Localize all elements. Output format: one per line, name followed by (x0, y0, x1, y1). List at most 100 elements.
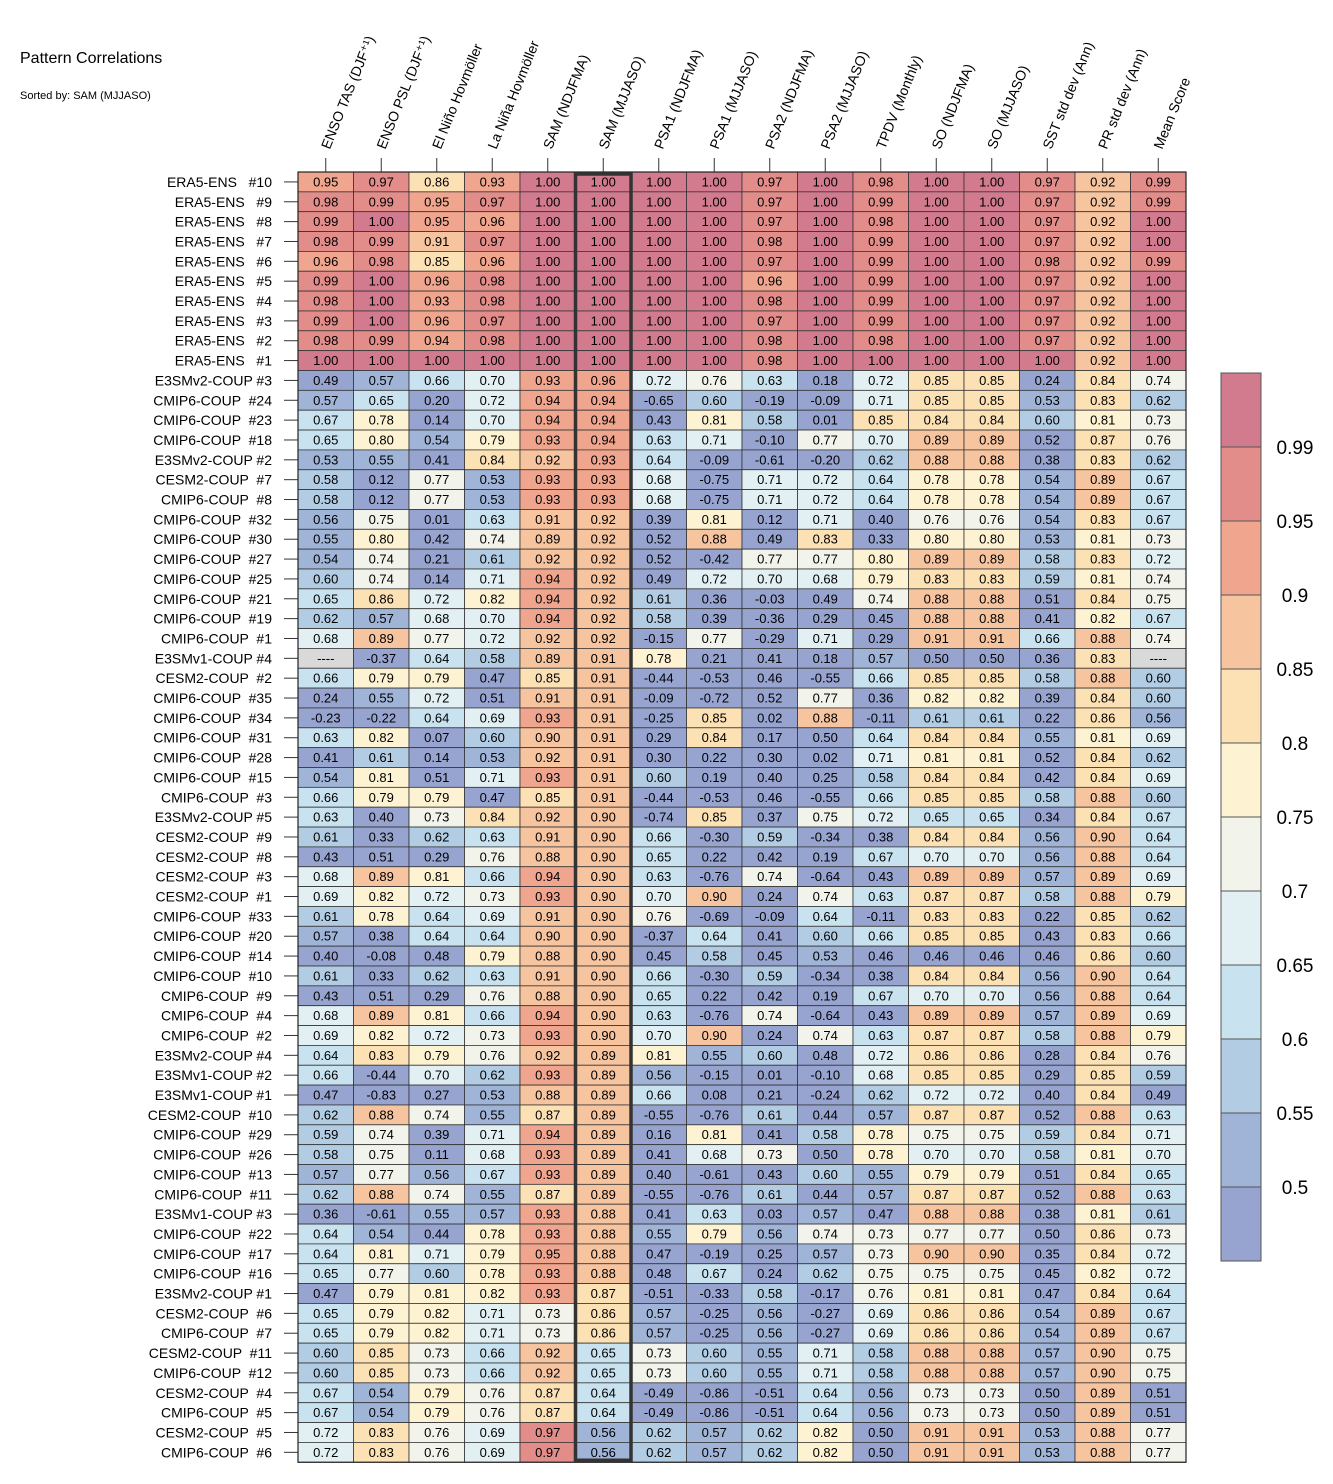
cell-value: 0.94 (535, 869, 560, 884)
cell-value: 0.64 (1146, 829, 1171, 844)
cell-value: 0.56 (757, 1226, 782, 1241)
cell-value: 0.87 (924, 1107, 949, 1122)
cell-value: 0.22 (1035, 710, 1060, 725)
cell-value: -0.49 (644, 1385, 674, 1400)
cell-value: 0.86 (424, 174, 449, 189)
cell-value: 0.92 (591, 571, 616, 586)
cell-value: 1.00 (369, 214, 394, 229)
cell-value: 0.84 (924, 413, 949, 428)
cell-value: -0.44 (644, 790, 674, 805)
cell-value: 0.88 (702, 532, 727, 547)
cell-value: 0.97 (480, 234, 505, 249)
cell-value: 0.72 (702, 571, 727, 586)
cell-value: 0.69 (868, 1326, 893, 1341)
cell-value: 1.00 (1146, 294, 1171, 309)
cell-value: 0.89 (1090, 1008, 1115, 1023)
cell-value: 0.50 (1035, 1405, 1060, 1420)
cell-value: 0.58 (1035, 889, 1060, 904)
cell-value: 0.67 (313, 1405, 338, 1420)
cell-value: 0.89 (924, 1008, 949, 1023)
cell-value: -0.37 (644, 929, 674, 944)
cell-value: 0.70 (646, 889, 671, 904)
cell-value: -0.42 (699, 552, 729, 567)
cell-value: 0.43 (868, 869, 893, 884)
cell-value: 0.88 (535, 1088, 560, 1103)
cell-value: 0.93 (591, 472, 616, 487)
cell-value: 0.61 (924, 710, 949, 725)
cell-value: 0.79 (480, 949, 505, 964)
cell-value: 0.43 (313, 988, 338, 1003)
cell-value: 0.91 (591, 770, 616, 785)
row-label: E3SMv2-COUP #3 (155, 372, 272, 388)
cell-value: -0.30 (699, 829, 729, 844)
cell-value: 1.00 (1035, 353, 1060, 368)
cell-value: 0.62 (646, 1445, 671, 1460)
cell-value: 0.68 (480, 1147, 505, 1162)
cell-value: -0.19 (699, 1246, 729, 1261)
cell-value: 0.90 (591, 810, 616, 825)
cell-value: 0.63 (868, 1028, 893, 1043)
cell-value: 1.00 (535, 313, 560, 328)
cell-value: 0.98 (313, 333, 338, 348)
cell-value: 0.81 (1090, 1207, 1115, 1222)
cell-value: 1.00 (1146, 274, 1171, 289)
cell-value: 1.00 (979, 294, 1004, 309)
cell-value: 0.45 (868, 611, 893, 626)
cell-value: -0.09 (699, 452, 729, 467)
cell-value: 0.76 (424, 1425, 449, 1440)
row-label: ERA5-ENS #8 (175, 214, 272, 230)
cell-value: 0.62 (868, 452, 893, 467)
cell-value: 0.33 (868, 532, 893, 547)
cell-value: 0.66 (646, 968, 671, 983)
cell-value: 0.55 (702, 1048, 727, 1063)
cell-value: 0.75 (979, 1266, 1004, 1281)
cell-value: 0.33 (369, 968, 394, 983)
cell-value: 0.89 (1090, 1326, 1115, 1341)
cell-value: 0.77 (1146, 1445, 1171, 1460)
cell-value: 0.99 (868, 234, 893, 249)
cell-value: 0.65 (369, 393, 394, 408)
cell-value: 0.29 (646, 730, 671, 745)
cell-value: 0.84 (1090, 1286, 1115, 1301)
cell-value: 0.92 (1090, 274, 1115, 289)
cell-value: 0.66 (313, 790, 338, 805)
cell-value: 1.00 (979, 333, 1004, 348)
cell-value: 0.91 (979, 631, 1004, 646)
cell-value: 0.60 (1146, 790, 1171, 805)
cell-value: -0.11 (866, 710, 895, 725)
cell-value: 0.63 (702, 1207, 727, 1222)
cell-value: 0.93 (535, 492, 560, 507)
cell-value: 0.49 (1146, 1088, 1171, 1103)
cell-value: 0.88 (924, 591, 949, 606)
cell-value: 0.69 (480, 710, 505, 725)
cell-value: 0.77 (369, 1167, 394, 1182)
cell-value: 0.29 (424, 849, 449, 864)
cell-value: 0.85 (369, 1365, 394, 1380)
cell-value: 1.00 (591, 174, 616, 189)
cell-value: 0.55 (646, 1226, 671, 1241)
cell-value: 0.88 (1090, 631, 1115, 646)
cell-value: 0.35 (1035, 1246, 1060, 1261)
colorbar-tick-label: 0.6 (1282, 1030, 1308, 1051)
cell-value: 0.89 (924, 432, 949, 447)
cell-value: 0.82 (1090, 611, 1115, 626)
row-label: E3SMv1-COUP #2 (155, 1067, 272, 1083)
cell-value: 0.03 (757, 1207, 782, 1222)
cell-value: 0.72 (313, 1425, 338, 1440)
cell-value: 0.90 (979, 1246, 1004, 1261)
cell-value: 0.50 (813, 1147, 838, 1162)
cell-value: 1.00 (646, 274, 671, 289)
cell-value: 0.90 (591, 1028, 616, 1043)
cell-value: 0.65 (313, 1306, 338, 1321)
cell-value: 0.57 (1035, 1365, 1060, 1380)
row-label: CMIP6-COUP #14 (153, 948, 272, 964)
cell-value: 0.89 (591, 1187, 616, 1202)
cell-value: 0.82 (369, 889, 394, 904)
cell-value: 0.93 (535, 1068, 560, 1083)
row-label: E3SMv2-COUP #1 (155, 1286, 272, 1302)
cell-value: 0.50 (868, 1425, 893, 1440)
cell-value: 0.54 (313, 770, 338, 785)
cell-value: 1.00 (591, 274, 616, 289)
cell-value: 0.51 (1146, 1385, 1171, 1400)
row-label: ERA5-ENS #3 (175, 313, 272, 329)
